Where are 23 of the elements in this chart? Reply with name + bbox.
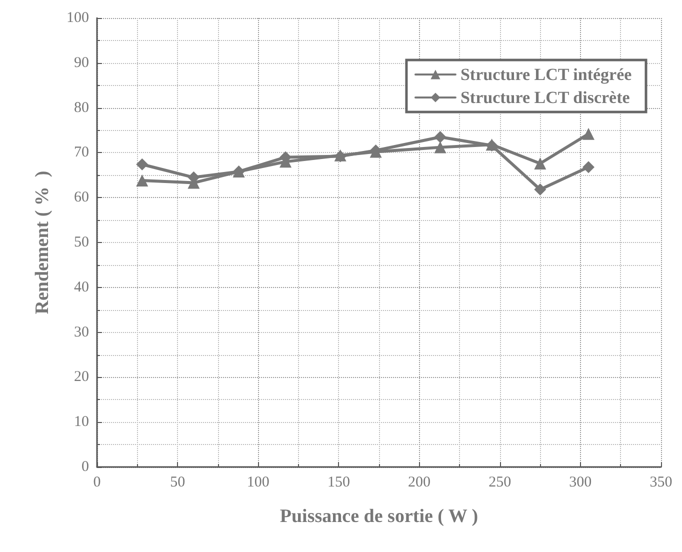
x-axis-title: Puissance de sortie ( W ) <box>280 506 478 527</box>
legend-label: Structure LCT discrète <box>460 88 630 107</box>
x-tick-label: 200 <box>408 474 431 490</box>
y-tick-label: 10 <box>74 414 89 430</box>
x-tick-label: 350 <box>650 474 672 490</box>
legend-label: Structure LCT intégrée <box>460 65 632 84</box>
x-tick-label: 150 <box>327 474 350 490</box>
y-tick-label: 90 <box>74 54 89 71</box>
x-tick-label: 300 <box>569 474 592 490</box>
y-tick-label: 20 <box>74 369 89 386</box>
y-tick-label: 0 <box>82 459 89 475</box>
y-tick-label: 30 <box>74 324 89 340</box>
x-tick-label: 250 <box>488 474 512 490</box>
y-tick-label: 40 <box>74 279 89 296</box>
y-tick-label: 80 <box>74 100 89 116</box>
y-tick-label: 50 <box>74 234 89 250</box>
x-tick-label: 0 <box>93 474 101 490</box>
y-tick-label: 60 <box>74 190 89 206</box>
y-tick-label: 70 <box>74 144 89 161</box>
y-tick-label: 100 <box>66 10 89 26</box>
y-axis-title: Rendement ( % ) <box>32 170 53 314</box>
x-tick-label: 100 <box>246 474 270 490</box>
x-tick-label: 50 <box>170 474 186 490</box>
